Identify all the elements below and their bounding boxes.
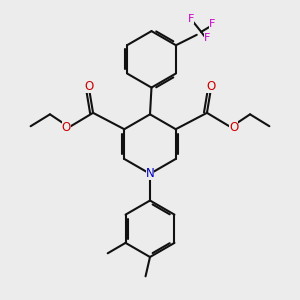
Text: O: O bbox=[206, 80, 215, 94]
Text: O: O bbox=[85, 80, 94, 94]
Text: F: F bbox=[188, 14, 194, 24]
Text: F: F bbox=[204, 33, 210, 43]
Text: O: O bbox=[62, 121, 71, 134]
Text: N: N bbox=[146, 167, 154, 180]
Text: O: O bbox=[229, 121, 238, 134]
Text: F: F bbox=[209, 20, 216, 29]
